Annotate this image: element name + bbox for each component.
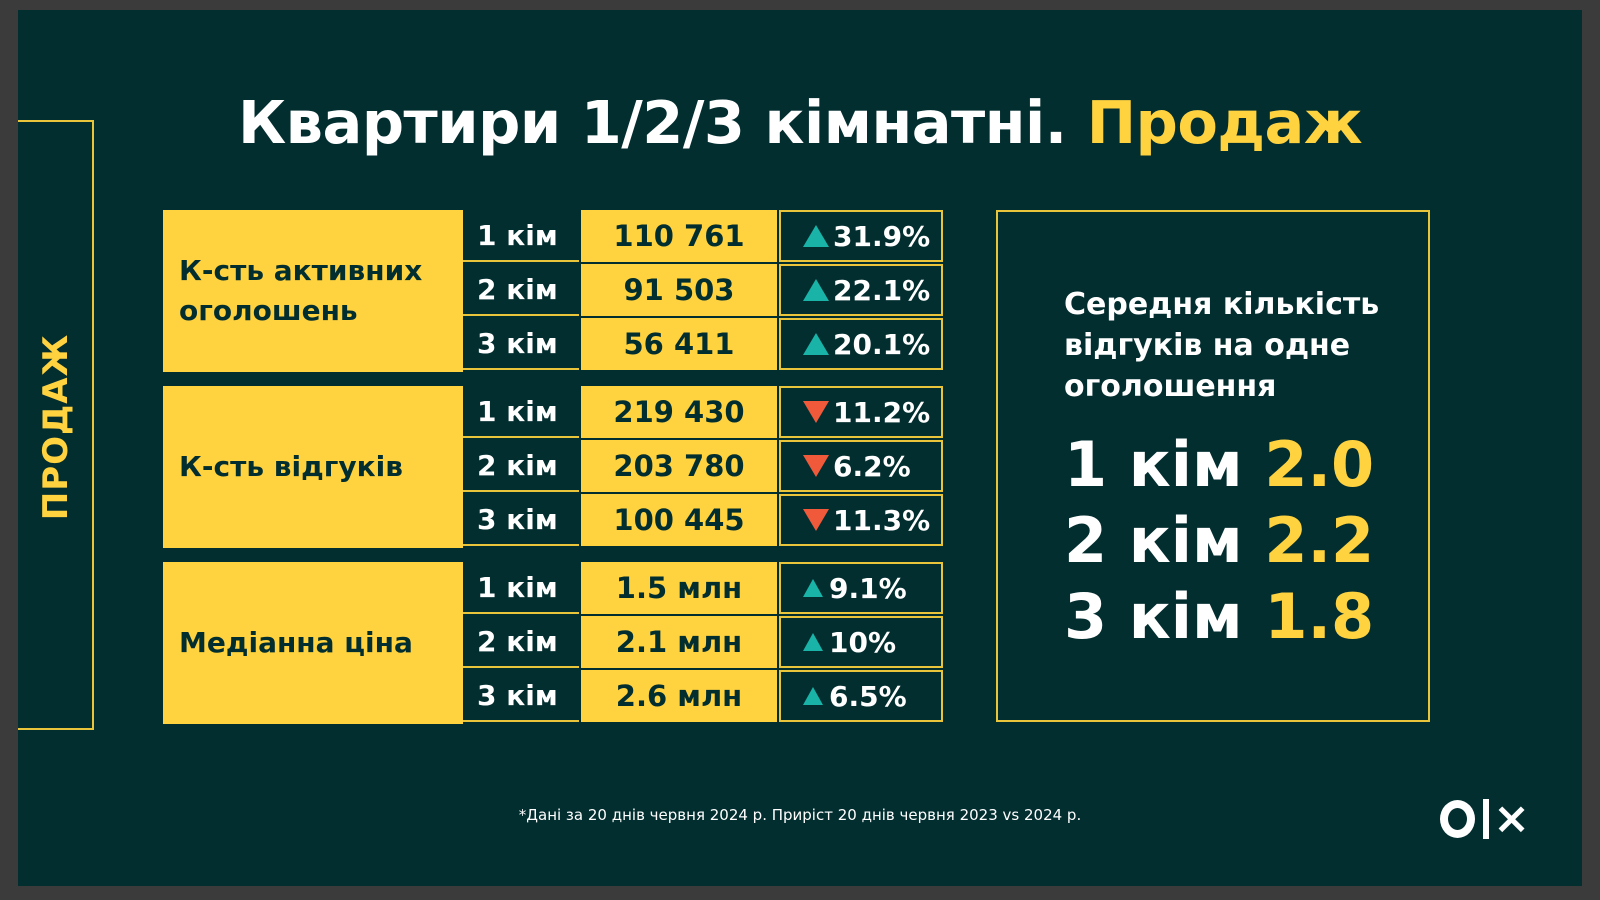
room-cell: 3 кім: [463, 494, 579, 546]
stat-value: 1.8: [1264, 580, 1375, 653]
value-cell: 56 411: [581, 318, 777, 370]
stat-value: 2.2: [1264, 504, 1375, 577]
table-row: 1 кім 1.5 млн 9.1%: [463, 562, 943, 614]
change-value: 31.9%: [833, 219, 931, 253]
table-row: 1 кім 110 761 31.9%: [463, 210, 943, 262]
table-row: 1 кім 219 430 11.2%: [463, 386, 943, 438]
table-row: 3 кім 2.6 млн 6.5%: [463, 670, 943, 722]
table-row: 2 кім 203 780 6.2%: [463, 440, 943, 492]
change-value: 20.1%: [833, 327, 931, 361]
group-active-listings: К-сть активних оголошень 1 кім 110 761 3…: [163, 210, 943, 372]
change-value: 22.1%: [833, 273, 931, 307]
room-cell: 1 кім: [463, 386, 579, 438]
arrow-down-icon: [803, 401, 829, 423]
value-cell: 91 503: [581, 264, 777, 316]
change-cell: 11.2%: [779, 386, 943, 438]
change-value: 6.5%: [829, 679, 907, 713]
value-cell: 2.6 млн: [581, 670, 777, 722]
arrow-down-icon: [803, 509, 829, 531]
logo-x: ×: [1493, 793, 1530, 844]
avg-responses-box: Середня кількість відгуків на одне оголо…: [996, 210, 1430, 722]
table-row: 2 кім 2.1 млн 10%: [463, 616, 943, 668]
room-cell: 1 кім: [463, 562, 579, 614]
change-cell: 20.1%: [779, 318, 943, 370]
logo-o: [1440, 800, 1476, 838]
value-cell: 110 761: [581, 210, 777, 262]
change-value: 6.2%: [833, 449, 911, 483]
side-label-frame: ПРОДАЖ: [18, 120, 94, 730]
room-cell: 2 кім: [463, 440, 579, 492]
logo-l: [1483, 799, 1490, 839]
change-value: 9.1%: [829, 571, 907, 605]
group-median-price: Медіанна ціна 1 кім 1.5 млн 9.1% 2 кім 2…: [163, 562, 943, 724]
room-cell: 1 кім: [463, 210, 579, 262]
room-cell: 3 кім: [463, 670, 579, 722]
change-value: 11.3%: [833, 503, 931, 537]
avg-stat-2: 2 кім 2.2: [1064, 504, 1374, 577]
title-main: Квартири 1/2/3 кімнатні.: [237, 88, 1067, 157]
avg-responses-title: Середня кількість відгуків на одне оголо…: [1064, 287, 1380, 404]
change-cell: 9.1%: [779, 562, 943, 614]
stat-room: 2 кім: [1064, 504, 1243, 577]
table-row: 3 кім 56 411 20.1%: [463, 318, 943, 370]
value-cell: 2.1 млн: [581, 616, 777, 668]
change-cell: 22.1%: [779, 264, 943, 316]
room-cell: 2 кім: [463, 264, 579, 316]
stat-room: 3 кім: [1064, 580, 1243, 653]
value-cell: 219 430: [581, 386, 777, 438]
stat-value: 2.0: [1264, 428, 1375, 501]
arrow-up-icon: [803, 225, 829, 247]
group-label: Медіанна ціна: [163, 562, 463, 724]
arrow-up-icon: [803, 579, 823, 597]
page-title: Квартири 1/2/3 кімнатні. Продаж: [18, 88, 1582, 157]
table-row: 3 кім 100 445 11.3%: [463, 494, 943, 546]
change-cell: 11.3%: [779, 494, 943, 546]
side-label: ПРОДАЖ: [36, 333, 76, 521]
change-cell: 6.2%: [779, 440, 943, 492]
olx-logo: ×: [1440, 796, 1530, 842]
arrow-up-icon: [803, 333, 829, 355]
change-value: 10%: [829, 625, 897, 659]
value-cell: 100 445: [581, 494, 777, 546]
value-cell: 203 780: [581, 440, 777, 492]
room-cell: 3 кім: [463, 318, 579, 370]
arrow-up-icon: [803, 633, 823, 651]
slide: Квартири 1/2/3 кімнатні. Продаж ПРОДАЖ К…: [18, 10, 1582, 886]
change-value: 11.2%: [833, 395, 931, 429]
group-label: К-сть відгуків: [163, 386, 463, 548]
arrow-up-icon: [803, 687, 823, 705]
avg-stat-1: 1 кім 2.0: [1064, 428, 1374, 501]
arrow-up-icon: [803, 279, 829, 301]
footnote: *Дані за 20 днів червня 2024 р. Приріст …: [518, 806, 1082, 824]
group-responses: К-сть відгуків 1 кім 219 430 11.2% 2 кім…: [163, 386, 943, 548]
value-cell: 1.5 млн: [581, 562, 777, 614]
change-cell: 10%: [779, 616, 943, 668]
group-label: К-сть активних оголошень: [163, 210, 463, 372]
avg-stat-3: 3 кім 1.8: [1064, 580, 1374, 653]
change-cell: 6.5%: [779, 670, 943, 722]
stat-room: 1 кім: [1064, 428, 1243, 501]
room-cell: 2 кім: [463, 616, 579, 668]
change-cell: 31.9%: [779, 210, 943, 262]
arrow-down-icon: [803, 455, 829, 477]
title-accent: Продаж: [1086, 88, 1363, 157]
table-row: 2 кім 91 503 22.1%: [463, 264, 943, 316]
